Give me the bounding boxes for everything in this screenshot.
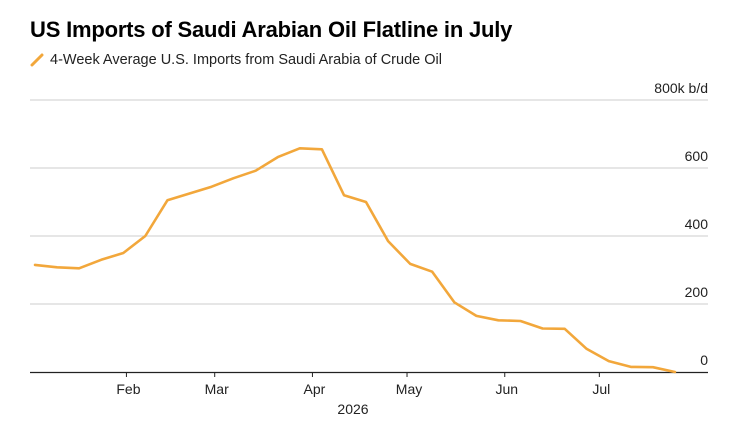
y-tick-label: 800k b/d (654, 80, 708, 96)
y-tick-label: 200 (685, 284, 709, 300)
x-tick-label: Jul (592, 381, 610, 397)
y-axis: 0 200 400 600 800k b/d (654, 80, 708, 368)
x-axis-label: 2026 (337, 401, 368, 417)
x-tick-label: Jun (495, 381, 518, 397)
legend-swatch (30, 53, 44, 67)
chart-title: US Imports of Saudi Arabian Oil Flatline… (30, 17, 513, 42)
x-tick-label: May (396, 381, 422, 397)
legend: 4-Week Average U.S. Imports from Saudi A… (30, 52, 442, 68)
x-tick-label: Apr (304, 381, 326, 397)
series-line (33, 147, 677, 374)
y-tick-label: 400 (685, 216, 709, 232)
y-tick-label: 0 (700, 352, 708, 368)
x-tick-label: Mar (205, 381, 229, 397)
x-tick-label: Feb (116, 381, 140, 397)
series (33, 147, 677, 374)
legend-label: 4-Week Average U.S. Imports from Saudi A… (50, 52, 442, 68)
y-tick-label: 600 (685, 148, 709, 164)
x-axis: Feb Mar Apr May Jun Jul (30, 371, 708, 397)
gridlines (30, 99, 708, 305)
